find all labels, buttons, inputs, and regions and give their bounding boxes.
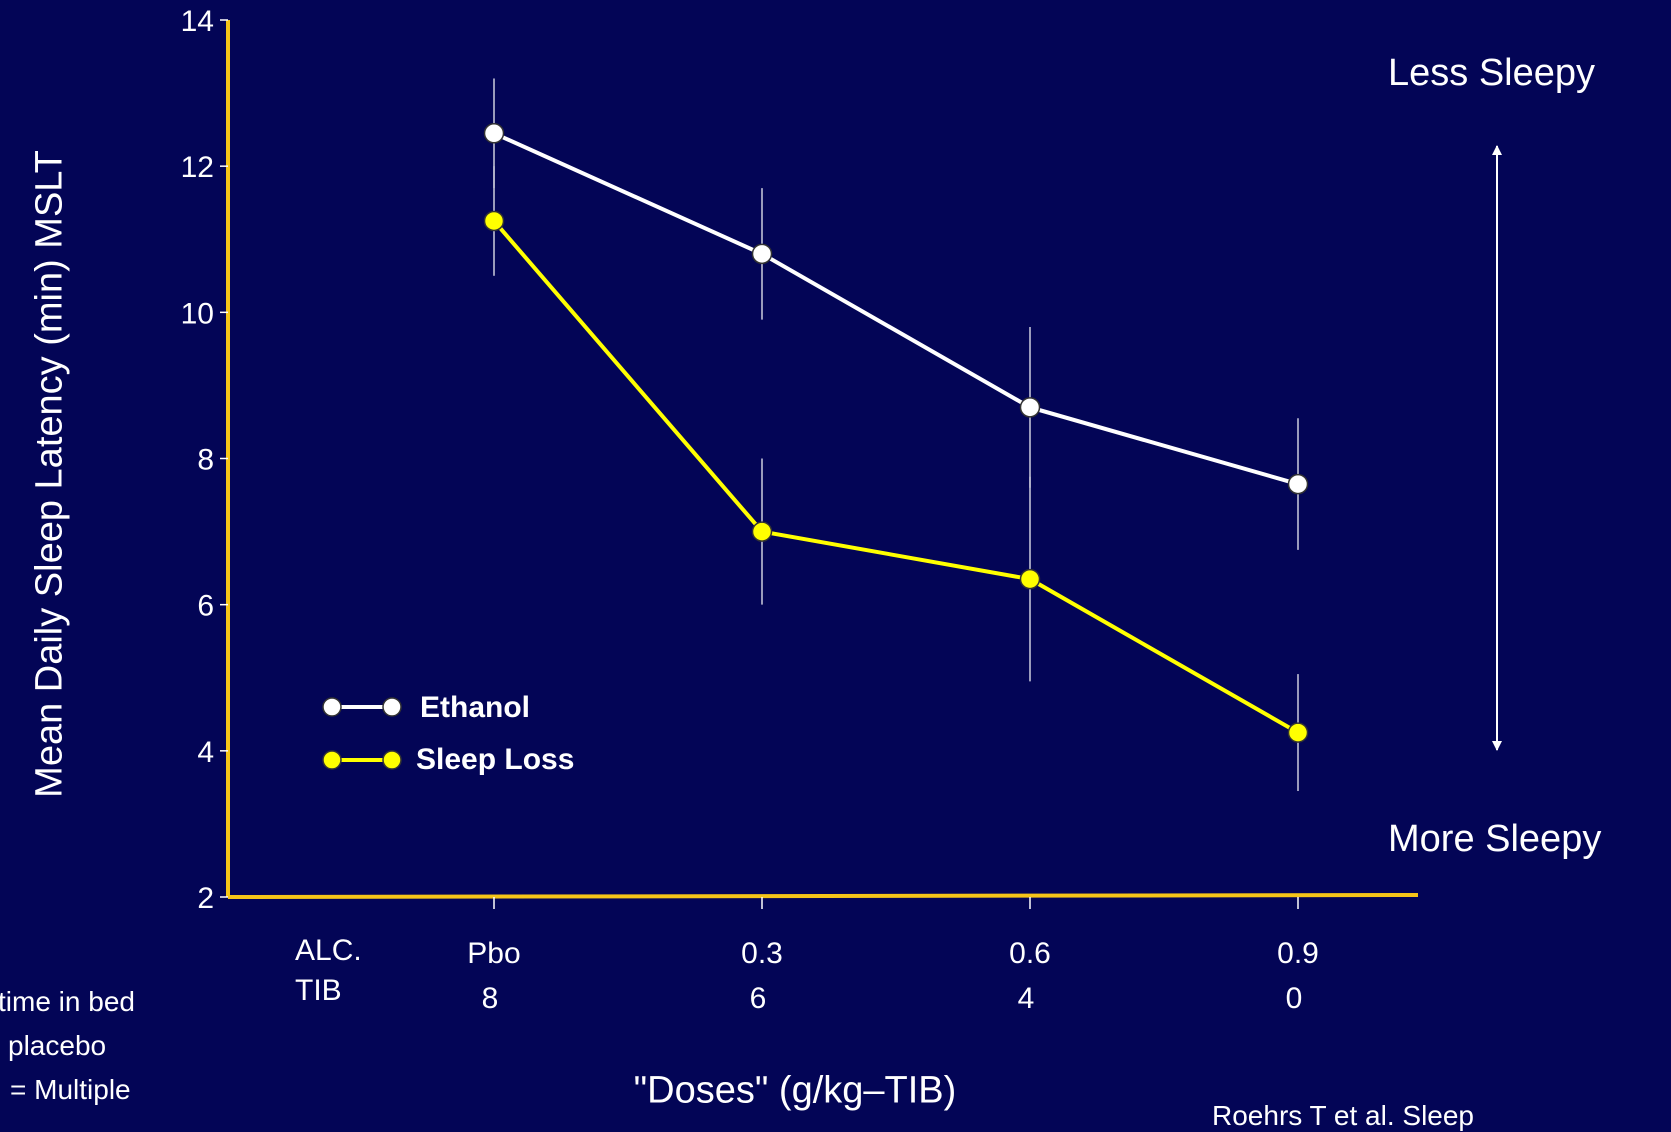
note-multiple: = Multiple [10, 1074, 131, 1105]
x-tick-label-tib: 8 [482, 982, 499, 1015]
legend-label-sleep-loss: Sleep Loss [416, 743, 575, 776]
legend-marker-sleep-loss [322, 750, 342, 770]
note-placebo: placebo [8, 1030, 107, 1061]
ethanol-point [1019, 397, 1041, 418]
y-tick-label: 8 [197, 444, 214, 477]
annotation-more-sleepy: More Sleepy [1388, 818, 1602, 860]
sleep-loss-point [1287, 722, 1309, 743]
sleep-loss-series-line [492, 219, 1299, 735]
x-tick-label-alc: 0.3 [741, 937, 783, 970]
x-axis-line [227, 893, 1419, 899]
y-axis-label: Mean Daily Sleep Latency (min) MSLT [28, 150, 71, 798]
legend-marker-ethanol [382, 697, 402, 717]
sleep-loss-point [1019, 568, 1041, 590]
ethanol-point [483, 123, 505, 144]
y-tick-label: 12 [181, 151, 214, 184]
y-tick-label: 6 [197, 590, 214, 623]
sleep-loss-point [483, 210, 505, 232]
x-tick-label-alc: 0.9 [1277, 937, 1319, 970]
x-tick-label-alc: 0.6 [1009, 937, 1051, 970]
ethanol-series-line [493, 131, 1299, 487]
legend-marker-sleep-loss [382, 750, 402, 770]
y-tick-label: 2 [197, 882, 214, 915]
x-row-label-tib: TIB [295, 974, 342, 1007]
ethanol-point [1287, 473, 1309, 495]
y-tick-label: 10 [181, 297, 214, 330]
x-tick-label-tib: 6 [750, 982, 767, 1015]
x-row-label-alc: ALC. [295, 934, 362, 967]
sleep-loss-point [751, 521, 773, 542]
x-tick-label-tib: 0 [1286, 982, 1303, 1015]
annotation-less-sleepy: Less Sleepy [1388, 52, 1596, 94]
ethanol-point [751, 243, 773, 265]
x-axis-label: "Doses" (g/kg–TIB) [633, 1069, 957, 1112]
y-tick-label: 4 [197, 736, 214, 769]
y-tick-label: 14 [181, 5, 214, 38]
legend-marker-ethanol [322, 697, 342, 717]
note-time-in-bed: time in bed [0, 986, 135, 1017]
legend-label-ethanol: Ethanol [420, 691, 530, 724]
citation: Roehrs T et al. Sleep [1212, 1100, 1475, 1131]
x-tick-label-alc: Pbo [467, 937, 520, 970]
x-tick-label-tib: 4 [1018, 982, 1035, 1015]
